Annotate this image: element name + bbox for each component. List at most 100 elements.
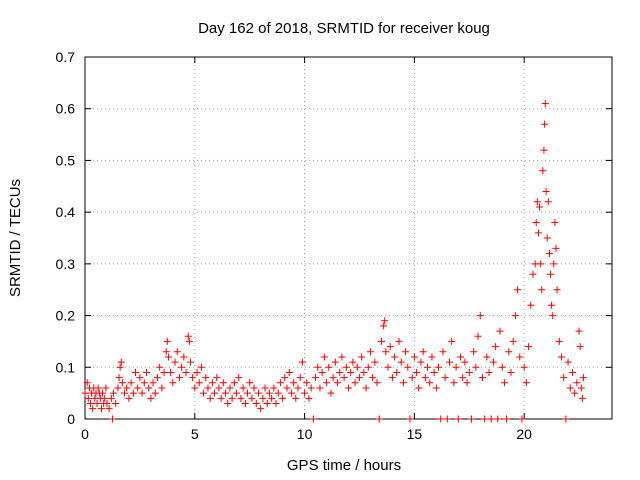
data-point [402, 348, 410, 356]
data-point [202, 374, 210, 382]
data-point [116, 363, 124, 371]
data-point [439, 348, 447, 356]
data-point [424, 363, 432, 371]
data-point [360, 368, 368, 376]
data-point [263, 399, 271, 407]
data-point [105, 405, 113, 413]
data-point [279, 394, 287, 402]
data-point [496, 327, 504, 335]
data-point [215, 384, 223, 392]
data-point [265, 389, 273, 397]
data-point [397, 358, 405, 366]
data-point [285, 368, 293, 376]
x-tick-label: 5 [191, 426, 199, 442]
data-point [138, 389, 146, 397]
data-point [99, 389, 107, 397]
data-point [276, 379, 284, 387]
data-point [548, 301, 556, 309]
data-point [417, 358, 425, 366]
data-point [579, 374, 587, 382]
data-point [573, 379, 581, 387]
data-point [494, 415, 502, 423]
data-point [364, 363, 372, 371]
data-point [536, 203, 544, 211]
data-point [362, 384, 370, 392]
data-point [102, 384, 110, 392]
data-point [435, 363, 443, 371]
data-point [487, 415, 495, 423]
data-point [505, 348, 513, 356]
data-point [340, 374, 348, 382]
data-point [228, 394, 236, 402]
data-point [268, 394, 276, 402]
data-point [549, 312, 557, 320]
data-point [560, 374, 568, 382]
data-point [132, 368, 140, 376]
data-point [534, 229, 542, 237]
data-point [226, 384, 234, 392]
data-point [507, 368, 515, 376]
data-point [375, 415, 383, 423]
data-point [125, 394, 133, 402]
data-point [552, 244, 560, 252]
data-point [298, 358, 306, 366]
data-point [169, 379, 177, 387]
data-point [532, 218, 540, 226]
data-point [541, 120, 549, 128]
data-point [366, 348, 374, 356]
data-point [149, 379, 157, 387]
data-point [274, 389, 282, 397]
data-point [206, 394, 214, 402]
y-tick-label: 0.4 [56, 204, 76, 220]
y-tick-label: 0 [67, 411, 75, 427]
data-point [108, 415, 116, 423]
data-point [186, 358, 194, 366]
data-point [283, 384, 291, 392]
data-point [358, 353, 366, 361]
x-axis-label: GPS time / hours [287, 457, 401, 474]
data-point [349, 358, 357, 366]
x-tick-label: 20 [516, 426, 532, 442]
data-point [259, 394, 267, 402]
data-point [454, 415, 462, 423]
plot-area [84, 56, 613, 420]
data-point [114, 384, 122, 392]
data-series [81, 100, 587, 423]
data-point [208, 379, 216, 387]
data-point [134, 384, 142, 392]
data-point [467, 415, 475, 423]
data-point [156, 363, 164, 371]
data-point [331, 358, 339, 366]
data-point [211, 389, 219, 397]
data-point [386, 343, 394, 351]
x-tick-label: 15 [407, 426, 423, 442]
data-point [371, 358, 379, 366]
data-point [522, 379, 530, 387]
data-point [121, 389, 129, 397]
data-point [481, 415, 489, 423]
data-point [93, 399, 101, 407]
data-point [272, 399, 280, 407]
data-point [189, 374, 197, 382]
data-point [571, 389, 579, 397]
data-point [537, 260, 545, 268]
data-point [233, 389, 241, 397]
axis-ticks: 0 0.1 0.2 0.3 0.4 0.5 0.6 0.7 0 5 10 15 20 [56, 49, 612, 442]
data-point [576, 343, 584, 351]
data-point [503, 415, 511, 423]
data-point [257, 405, 265, 413]
data-point [162, 348, 170, 356]
data-point [500, 379, 508, 387]
data-point [489, 358, 497, 366]
data-point [182, 368, 190, 376]
data-point [167, 368, 175, 376]
data-point [388, 374, 396, 382]
data-point [575, 327, 583, 335]
data-point [239, 384, 247, 392]
data-point [545, 250, 553, 258]
data-point [246, 379, 254, 387]
data-point [145, 384, 153, 392]
data-point [204, 384, 212, 392]
data-point [446, 358, 454, 366]
